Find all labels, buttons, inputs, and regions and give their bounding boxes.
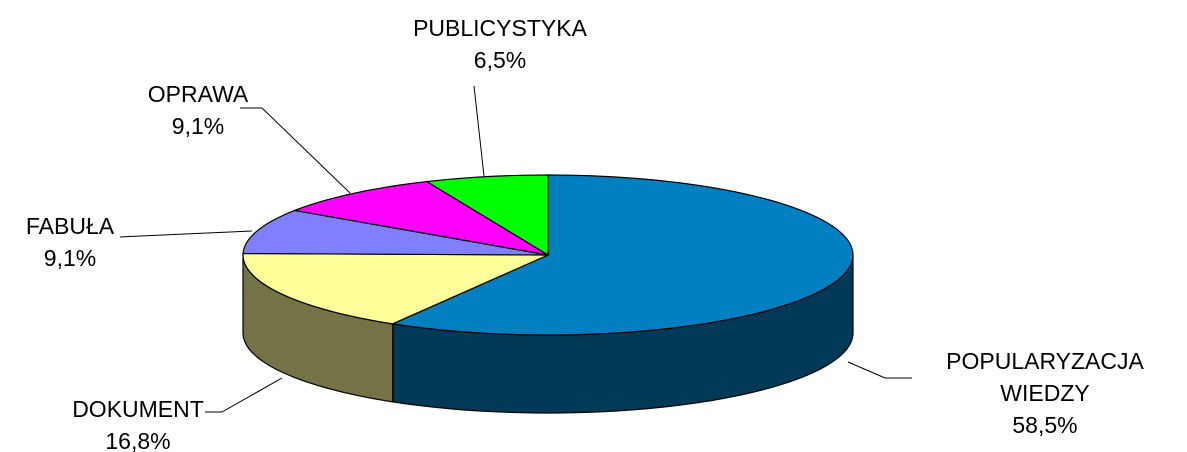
leader-line [119,230,253,238]
slice [390,174,854,336]
category-label: PUBLICYSTYKA [413,15,587,41]
slice [292,180,549,256]
category-label: FABUŁA [25,213,115,239]
leader-line [847,361,912,379]
value-label: 16,8% [105,428,171,452]
value-label: 6,5% [473,47,527,73]
slice-label: PUBLICYSTYKA 6,5% [300,12,700,76]
slice-label: FABUŁA 9,1% [0,210,270,274]
value-label: 58,5% [1012,412,1078,438]
slice [242,252,549,325]
value-label: 9,1% [43,245,97,271]
leader-line [205,377,283,413]
category-label: DOKUMENT [72,396,204,422]
category-label: POPULARYZACJA WIEDZY [946,348,1144,406]
value-label: 9,1% [171,113,225,139]
slice-label: OPRAWA 9,1% [0,78,398,142]
slice [425,174,549,257]
slice [242,209,549,256]
slice-label: DOKUMENT 16,8% [0,393,338,452]
leader-line [473,85,485,177]
category-label: OPRAWA [147,81,249,107]
leader-line [240,107,351,194]
slice-label: POPULARYZACJA WIEDZY 58,5% [910,345,1180,441]
